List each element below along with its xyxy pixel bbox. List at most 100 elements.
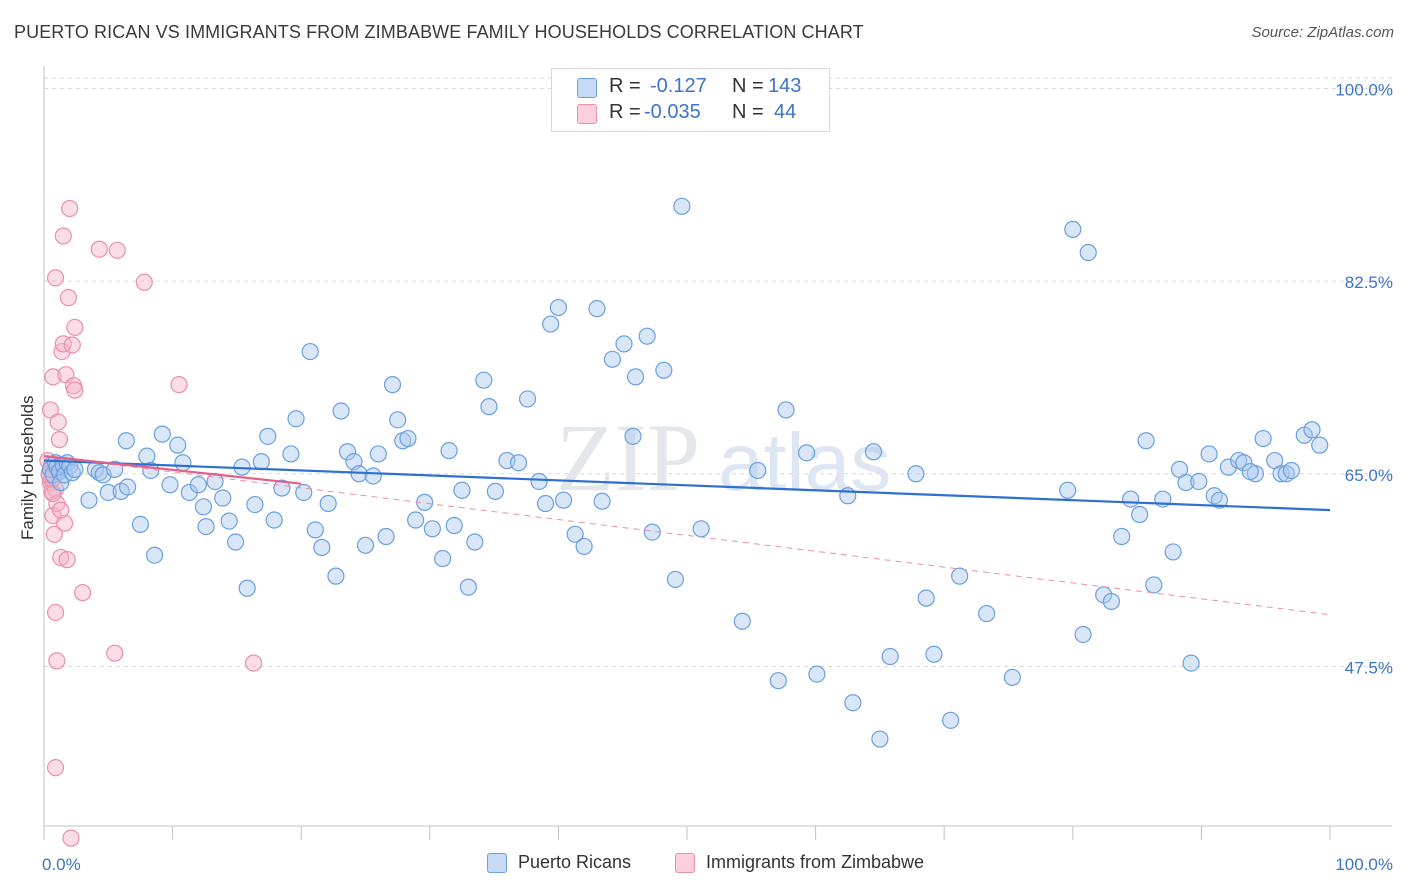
puerto-rican-point bbox=[440, 442, 458, 460]
zimbabwe-point bbox=[58, 551, 76, 569]
y-tick-label: 82.5% bbox=[1345, 273, 1393, 292]
puerto-rican-point bbox=[566, 525, 584, 543]
puerto-rican-point bbox=[1177, 473, 1195, 492]
puerto-rican-point bbox=[383, 376, 402, 394]
puerto-rican-point bbox=[407, 511, 425, 529]
puerto-rican-point bbox=[666, 570, 685, 589]
puerto-rican-point bbox=[615, 335, 633, 353]
puerto-rican-point bbox=[313, 538, 331, 557]
legend-n-value: 143 bbox=[768, 75, 802, 97]
y-tick-label: 65.0% bbox=[1345, 466, 1393, 485]
zimbabwe-point bbox=[135, 273, 153, 291]
puerto-rican-point bbox=[161, 476, 179, 494]
puerto-rican-point bbox=[153, 425, 171, 443]
zimbabwe-point bbox=[73, 584, 92, 602]
puerto-rican-point bbox=[399, 429, 417, 448]
puerto-rican-point bbox=[332, 402, 350, 420]
correlation-legend: R = -0.127 N = 143 R = -0.035 N = 44 bbox=[551, 68, 830, 132]
y-tick-label: 47.5% bbox=[1345, 658, 1393, 677]
legend-r-label: R = bbox=[609, 75, 641, 97]
grid-lines bbox=[44, 77, 1392, 667]
puerto-rican-point bbox=[319, 494, 337, 513]
puerto-rican-point bbox=[575, 537, 593, 556]
legend-n-value: 44 bbox=[774, 101, 797, 123]
puerto-rican-point bbox=[1074, 625, 1092, 644]
puerto-rican-point bbox=[1190, 472, 1208, 491]
puerto-rican-point bbox=[295, 483, 313, 502]
y-tick-label: 100.0% bbox=[1335, 81, 1393, 100]
puerto-rican-point bbox=[145, 546, 164, 564]
puerto-rican-point bbox=[1102, 592, 1120, 611]
y-axis-label: Family Households bbox=[18, 395, 37, 540]
legend-r-label: R = bbox=[609, 101, 641, 123]
legend-n-label: N = bbox=[732, 101, 764, 123]
puerto-rican-point bbox=[749, 461, 767, 480]
puerto-rican-point bbox=[287, 410, 305, 428]
puerto-rican-point bbox=[486, 482, 504, 500]
puerto-rican-point bbox=[1122, 490, 1140, 508]
zimbabwe-point bbox=[62, 829, 80, 847]
zimbabwe-point bbox=[106, 644, 124, 662]
puerto-rican-point bbox=[1059, 481, 1077, 499]
puerto-rican-point bbox=[536, 494, 555, 513]
puerto-rican-point bbox=[327, 567, 345, 585]
puerto-rican-point bbox=[445, 516, 463, 535]
puerto-rican-point bbox=[131, 515, 150, 534]
puerto-rican-point bbox=[1219, 458, 1238, 476]
zimbabwe-point bbox=[48, 652, 66, 670]
puerto-rican-point bbox=[769, 672, 787, 690]
puerto-rican-point bbox=[1137, 432, 1155, 450]
puerto-rican-point bbox=[542, 315, 560, 333]
puerto-rican-point bbox=[220, 512, 238, 530]
puerto-rican-point bbox=[692, 520, 710, 538]
zimbabwe-trend-extended bbox=[43, 455, 1331, 616]
puerto-rican-point bbox=[106, 460, 124, 478]
puerto-rican-point bbox=[1113, 527, 1131, 546]
bottom-legend-label: Puerto Ricans bbox=[518, 852, 632, 872]
puerto-rican-point bbox=[808, 665, 826, 683]
zimbabwe-trend-line bbox=[43, 455, 302, 485]
puerto-rican-point bbox=[1064, 220, 1082, 239]
puerto-rican-point bbox=[475, 371, 493, 389]
legend-r-value: -0.127 bbox=[650, 75, 707, 97]
x-tick-label: 100.0% bbox=[1335, 855, 1393, 874]
zimbabwe-point bbox=[50, 431, 69, 449]
zimbabwe-point bbox=[55, 514, 74, 532]
puerto-rican-point bbox=[925, 645, 943, 663]
puerto-rican-point bbox=[434, 549, 452, 568]
puerto-rican-point bbox=[655, 361, 673, 379]
puerto-rican-point bbox=[673, 197, 691, 215]
puerto-rican-point bbox=[588, 300, 606, 318]
trend-lines bbox=[43, 455, 1331, 616]
zimbabwe-point bbox=[66, 318, 84, 336]
puerto-rican-point bbox=[480, 398, 498, 416]
puerto-rican-point bbox=[733, 612, 751, 630]
puerto-rican-point bbox=[1241, 462, 1259, 481]
zimbabwe-point bbox=[46, 269, 65, 287]
zimbabwe-point bbox=[54, 335, 72, 353]
puerto-rican-point bbox=[301, 342, 319, 361]
puerto-rican-point bbox=[1272, 465, 1290, 483]
puerto-rican-point bbox=[194, 498, 213, 516]
watermark-atlas: atlas bbox=[718, 417, 891, 508]
axes bbox=[43, 66, 1392, 840]
zimbabwe-point bbox=[41, 401, 60, 419]
puerto-rican-point bbox=[1235, 454, 1253, 472]
puerto-rican-point bbox=[638, 327, 656, 345]
puerto-rican-point bbox=[364, 467, 382, 485]
legend-row-zimbabwe: R = -0.035 N = 44 bbox=[552, 101, 829, 127]
zimbabwe-point bbox=[108, 241, 126, 259]
puerto-rican-point bbox=[282, 445, 300, 463]
zimbabwe-point bbox=[49, 413, 67, 431]
puerto-rican-point bbox=[518, 390, 537, 408]
x-tick-label: 0.0% bbox=[42, 855, 81, 874]
legend-r-value: -0.035 bbox=[644, 101, 701, 123]
puerto-rican-point bbox=[1303, 421, 1321, 439]
legend-row-puerto-rican: R = -0.127 N = 143 bbox=[552, 75, 829, 101]
puerto-rican-point bbox=[1277, 465, 1295, 483]
puerto-rican-point bbox=[871, 730, 889, 748]
zimbabwe-point bbox=[63, 336, 81, 354]
puerto-rican-point bbox=[1145, 576, 1163, 594]
puerto-rican-point bbox=[624, 427, 642, 445]
